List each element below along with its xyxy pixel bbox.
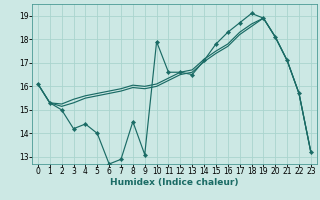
X-axis label: Humidex (Indice chaleur): Humidex (Indice chaleur): [110, 178, 239, 187]
